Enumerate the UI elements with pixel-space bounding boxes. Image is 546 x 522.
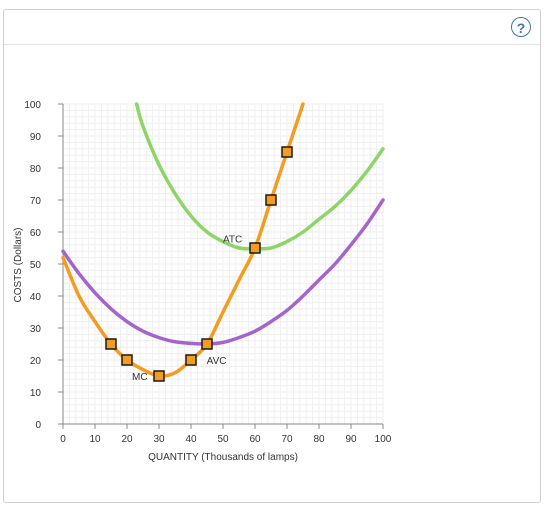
axes: 0 10 20 30 40 50 60 70 80 90 100 0 10 20 30 40 50 60 70 80 9… (13, 100, 392, 463)
x-tick-label: 50 (217, 434, 229, 445)
x-tick-label: 10 (89, 434, 101, 445)
x-tick-label: 70 (281, 434, 293, 445)
x-tick-label: 60 (249, 434, 261, 445)
curve-label-avc: AVC (207, 356, 227, 367)
help-button[interactable]: ? (511, 17, 531, 37)
mc-point-marker (201, 338, 213, 350)
mc-point-marker (105, 338, 117, 350)
x-tick-label: 20 (121, 434, 133, 445)
x-tick-label: 40 (185, 434, 197, 445)
y-tick-label: 40 (30, 292, 42, 303)
y-tick-label: 70 (30, 196, 42, 207)
mc-point-marker (121, 354, 133, 366)
mc-point-marker (185, 354, 197, 366)
grid (62, 103, 384, 425)
series-line-atc (134, 102, 385, 251)
x-tick-label: 0 (60, 434, 66, 445)
y-tick-label: 60 (30, 228, 42, 239)
y-tick-label: 20 (30, 356, 42, 367)
y-tick-label: 50 (30, 260, 42, 271)
x-tick-label: 30 (153, 434, 165, 445)
mc-point-marker (153, 370, 165, 382)
x-axis-title: QUANTITY (Thousands of lamps) (148, 452, 298, 463)
y-tick-label: 30 (30, 324, 42, 335)
panel-header: ? (4, 10, 540, 45)
graph-panel: ? (3, 9, 541, 503)
series-line-mc (61, 102, 305, 378)
y-tick-label: 80 (30, 164, 42, 175)
markers (105, 146, 293, 382)
y-tick-label: 10 (30, 388, 42, 399)
y-tick-label: 90 (30, 132, 42, 143)
x-tick-label: 80 (313, 434, 325, 445)
x-tick-label: 100 (375, 434, 392, 445)
mc-point-marker (265, 194, 277, 206)
labels: MC ATC AVC (132, 234, 242, 383)
y-axis-title: COSTS (Dollars) (13, 227, 24, 302)
y-tick-label: 0 (35, 420, 41, 431)
y-tick-label: 100 (24, 100, 41, 111)
series-line-avc (61, 198, 385, 346)
curve-label-atc: ATC (223, 234, 242, 245)
mc-point-marker (281, 146, 293, 158)
curve-label-mc: MC (132, 372, 148, 383)
x-tick-label: 90 (345, 434, 357, 445)
mc-point-marker (249, 242, 261, 254)
